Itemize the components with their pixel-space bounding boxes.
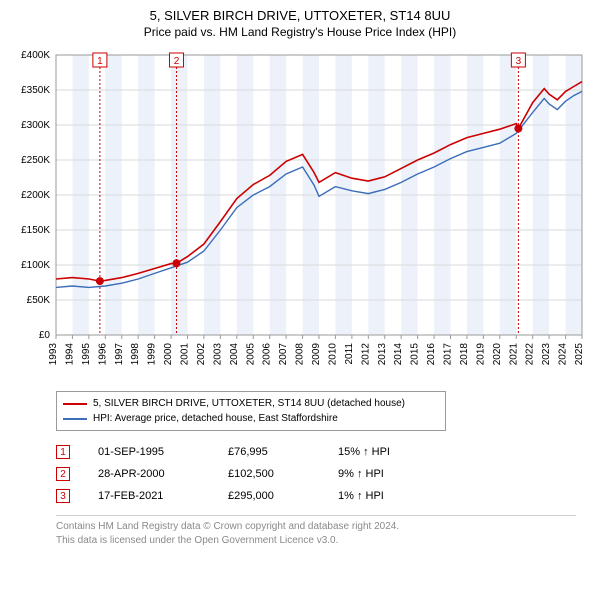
sale-marker-number: 1	[97, 56, 103, 67]
legend-row: HPI: Average price, detached house, East…	[63, 411, 439, 426]
x-tick-label: 2004	[229, 343, 240, 366]
sale-marker-dot	[172, 259, 180, 267]
footer: Contains HM Land Registry data © Crown c…	[56, 515, 576, 547]
title-subtitle: Price paid vs. HM Land Registry's House …	[8, 25, 592, 39]
sale-marker-dot	[96, 277, 104, 285]
sale-date: 17-FEB-2021	[98, 490, 228, 502]
footer-line1: Contains HM Land Registry data © Crown c…	[56, 520, 576, 534]
x-tick-label: 2010	[327, 343, 338, 366]
x-tick-label: 1999	[147, 343, 158, 366]
sale-price: £295,000	[228, 490, 338, 502]
x-tick-label: 2011	[344, 343, 355, 365]
x-tick-label: 2008	[295, 343, 306, 366]
sale-marker-icon: 1	[56, 445, 70, 459]
x-tick-label: 1994	[64, 343, 75, 366]
x-tick-label: 2015	[410, 343, 421, 366]
sale-marker-number: 2	[174, 56, 180, 67]
y-tick-label: £50K	[27, 295, 51, 306]
legend: 5, SILVER BIRCH DRIVE, UTTOXETER, ST14 8…	[56, 391, 446, 431]
sale-price: £76,995	[228, 446, 338, 458]
x-tick-label: 2000	[163, 343, 174, 366]
y-tick-label: £200K	[21, 190, 50, 201]
x-tick-label: 2001	[180, 343, 191, 366]
y-tick-label: £0	[39, 330, 51, 341]
sales-table: 1 01-SEP-1995£76,99515% ↑ HPI 2 28-APR-2000…	[56, 441, 592, 507]
x-tick-label: 2018	[459, 343, 470, 366]
x-tick-label: 2009	[311, 343, 322, 366]
sale-pct: 9% ↑ HPI	[338, 468, 438, 480]
x-tick-label: 1998	[130, 343, 141, 366]
sale-price: £102,500	[228, 468, 338, 480]
legend-swatch	[63, 403, 87, 405]
sale-row: 2 28-APR-2000£102,5009% ↑ HPI	[56, 463, 592, 485]
x-tick-label: 1996	[97, 343, 108, 366]
y-tick-label: £100K	[21, 260, 50, 271]
sale-pct: 1% ↑ HPI	[338, 490, 438, 502]
sale-marker-number: 3	[516, 56, 522, 67]
legend-row: 5, SILVER BIRCH DRIVE, UTTOXETER, ST14 8…	[63, 396, 439, 411]
x-tick-label: 2005	[245, 343, 256, 366]
x-tick-label: 1995	[81, 343, 92, 366]
sale-pct: 15% ↑ HPI	[338, 446, 438, 458]
legend-swatch	[63, 418, 87, 420]
chart-container: 5, SILVER BIRCH DRIVE, UTTOXETER, ST14 8…	[0, 0, 600, 551]
x-tick-label: 2025	[574, 343, 585, 366]
titles: 5, SILVER BIRCH DRIVE, UTTOXETER, ST14 8…	[8, 8, 592, 39]
legend-label: 5, SILVER BIRCH DRIVE, UTTOXETER, ST14 8…	[93, 398, 405, 409]
x-tick-label: 2024	[558, 343, 569, 366]
sale-marker-dot	[514, 125, 522, 133]
title-address: 5, SILVER BIRCH DRIVE, UTTOXETER, ST14 8…	[8, 8, 592, 23]
x-tick-label: 2007	[278, 343, 289, 366]
sale-row: 1 01-SEP-1995£76,99515% ↑ HPI	[56, 441, 592, 463]
legend-label: HPI: Average price, detached house, East…	[93, 413, 338, 424]
y-tick-label: £150K	[21, 225, 50, 236]
x-tick-label: 1993	[48, 343, 59, 366]
footer-line2: This data is licensed under the Open Gov…	[56, 534, 576, 548]
x-tick-label: 2012	[360, 343, 371, 366]
x-tick-label: 2022	[525, 343, 536, 366]
y-tick-label: £400K	[21, 50, 50, 61]
sale-date: 01-SEP-1995	[98, 446, 228, 458]
x-tick-label: 2023	[541, 343, 552, 366]
x-tick-label: 2003	[212, 343, 223, 366]
x-tick-label: 2016	[426, 343, 437, 366]
x-tick-label: 2019	[475, 343, 486, 366]
x-tick-label: 2002	[196, 343, 207, 366]
x-tick-label: 2013	[377, 343, 388, 366]
chart: £0 £50K £100K £150K £200K £250K £300K £350K £400…	[8, 45, 592, 385]
x-tick-label: 2021	[508, 343, 519, 366]
sale-row: 3 17-FEB-2021£295,0001% ↑ HPI	[56, 485, 592, 507]
x-tick-label: 2006	[262, 343, 273, 366]
x-tick-label: 2017	[443, 343, 454, 366]
y-tick-label: £300K	[21, 120, 50, 131]
x-tick-label: 2014	[393, 343, 404, 366]
y-tick-label: £350K	[21, 85, 50, 96]
sale-date: 28-APR-2000	[98, 468, 228, 480]
y-tick-label: £250K	[21, 155, 50, 166]
chart-svg: £0 £50K £100K £150K £200K £250K £300K £350K £400…	[8, 45, 592, 385]
sale-marker-icon: 3	[56, 489, 70, 503]
x-tick-label: 2020	[492, 343, 503, 366]
x-tick-label: 1997	[114, 343, 125, 366]
sale-marker-icon: 2	[56, 467, 70, 481]
